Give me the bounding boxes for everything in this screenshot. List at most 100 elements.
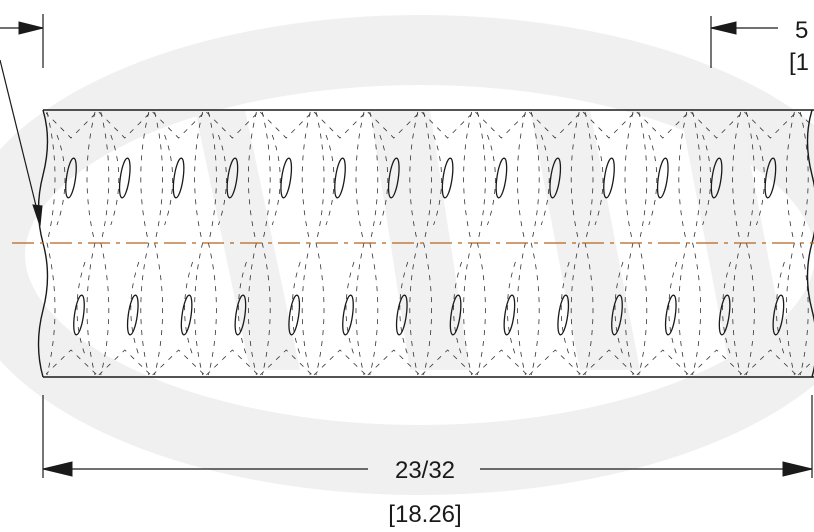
hidden-line: [507, 261, 516, 356]
hidden-line: [313, 111, 367, 139]
hidden-line: [668, 261, 678, 356]
hidden-line: [744, 349, 797, 376]
hidden-line: [367, 111, 421, 139]
hidden-line: [756, 134, 765, 226]
hidden-line: [238, 261, 247, 356]
slot-hole: [172, 157, 185, 199]
top-right-dimension: [710, 16, 778, 68]
width-metric-label: [18.26]: [388, 501, 461, 528]
hidden-line: [164, 134, 173, 226]
hidden-line: [259, 349, 313, 376]
hidden-line: [261, 111, 271, 376]
hidden-line: [433, 134, 442, 226]
hidden-line: [786, 111, 795, 376]
slot-hole: [234, 294, 247, 336]
slot-hole: [126, 294, 139, 336]
hidden-line: [206, 349, 259, 376]
hidden-line: [582, 111, 636, 139]
hidden-line: [614, 261, 624, 356]
hidden-line: [744, 111, 797, 139]
hidden-line: [528, 349, 582, 376]
hidden-line: [692, 111, 701, 376]
hidden-line: [46, 349, 98, 376]
slot-hole: [603, 157, 615, 199]
hidden-line: [560, 261, 570, 356]
hidden-line: [797, 111, 810, 125]
hidden-line: [570, 111, 580, 376]
leader-arrow: [0, 59, 43, 227]
hidden-line: [648, 134, 658, 226]
slot-hole: [664, 294, 677, 336]
hidden-line: [379, 134, 389, 226]
hidden-line: [690, 349, 743, 376]
slot-hole: [387, 157, 400, 199]
top-hole-row: [65, 157, 777, 199]
hidden-line: [291, 261, 301, 356]
hidden-line: [475, 111, 528, 139]
slot-hole: [656, 157, 669, 199]
hidden-line: [184, 261, 193, 356]
right-metric-label: [1: [789, 49, 809, 76]
hidden-line: [797, 363, 810, 376]
hidden-line: [475, 349, 528, 376]
slot-hole: [288, 294, 301, 336]
hidden-line: [487, 134, 496, 226]
hidden-line: [218, 134, 227, 226]
slot-hole: [118, 157, 131, 199]
slot-hole: [441, 157, 454, 199]
slot-hole: [226, 157, 239, 199]
hidden-line: [582, 349, 636, 376]
hidden-line: [271, 134, 281, 226]
hidden-line: [636, 111, 690, 139]
slot-hole: [180, 294, 193, 336]
hidden-line: [46, 111, 98, 139]
slot-hole: [449, 294, 462, 336]
top-left-dimension: [0, 14, 44, 68]
hidden-line: [130, 261, 140, 356]
hidden-line: [421, 111, 474, 139]
hidden-line: [776, 261, 785, 356]
hidden-line: [46, 111, 56, 376]
slot-hole: [611, 294, 623, 336]
hidden-line: [540, 134, 550, 226]
hidden-line: [399, 261, 409, 356]
hidden-line: [367, 349, 421, 376]
slot-hole: [65, 157, 77, 199]
hidden-line: [56, 134, 66, 226]
width-fraction-label: 23/32: [395, 457, 455, 484]
slot-hole: [503, 294, 516, 336]
slot-hole: [710, 157, 723, 199]
hidden-line: [636, 349, 690, 376]
slot-hole: [557, 294, 570, 336]
hidden-line: [530, 111, 540, 376]
slot-hole: [764, 157, 777, 199]
slot-hole: [334, 157, 346, 199]
right-fraction-label: 5: [795, 17, 808, 44]
slot-hole: [342, 294, 354, 336]
hidden-line: [206, 111, 259, 139]
hidden-line: [409, 111, 419, 376]
hidden-line: [702, 134, 711, 226]
hidden-line: [140, 111, 150, 376]
slot-hole: [73, 294, 85, 336]
slot-hole: [280, 157, 293, 199]
slot-hole: [495, 157, 508, 199]
hidden-line: [421, 349, 474, 376]
hidden-line: [594, 134, 604, 226]
hidden-line: [152, 349, 205, 376]
hidden-line: [301, 111, 311, 376]
hidden-line: [345, 261, 355, 356]
hidden-line: [453, 261, 462, 356]
slot-hole: [772, 294, 785, 336]
hidden-line: [98, 349, 152, 376]
width-dimension: [42, 395, 813, 478]
bottom-hole-row: [73, 294, 785, 336]
hidden-line: [325, 134, 335, 226]
hidden-line: [528, 111, 582, 139]
hidden-line: [690, 111, 743, 139]
hidden-line: [76, 261, 86, 356]
hidden-line: [98, 111, 152, 139]
slot-hole: [549, 157, 562, 199]
hidden-line: [110, 134, 120, 226]
